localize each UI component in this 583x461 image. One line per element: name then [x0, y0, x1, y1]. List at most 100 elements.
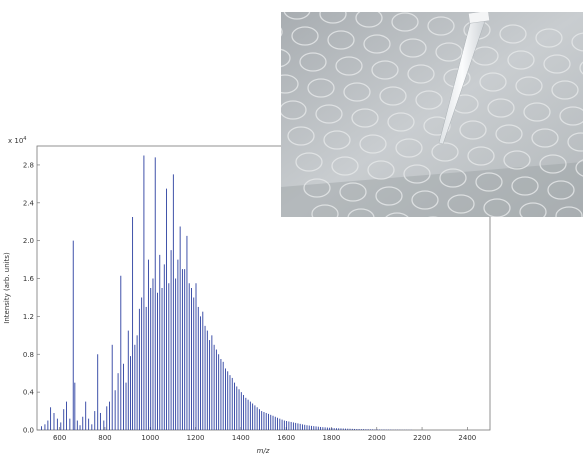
sample-spot-ring	[431, 142, 459, 162]
sample-spot-ring	[415, 90, 443, 110]
sample-spot-ring	[375, 186, 403, 206]
sample-spot-ring	[395, 138, 423, 158]
sample-spot-ring	[291, 26, 319, 46]
y-tick-label: 0.0	[23, 427, 34, 435]
sample-spot-ring	[483, 198, 511, 217]
x-tick-label: 1600	[277, 434, 295, 442]
sample-spot-ring	[363, 34, 391, 54]
x-axis-label: m/z	[257, 447, 270, 455]
sample-spot-ring	[427, 16, 455, 36]
sample-spot-ring	[367, 160, 395, 180]
sample-spot-ring	[371, 60, 399, 80]
sample-spot-ring	[347, 208, 375, 217]
sample-spot-ring	[503, 150, 531, 170]
sample-spot-ring	[339, 182, 367, 202]
sample-spot-ring	[315, 104, 343, 124]
sample-spot-ring	[379, 86, 407, 106]
sample-spot-ring	[287, 126, 315, 146]
y-tick-label: 2.0	[23, 237, 34, 245]
sample-spot-ring	[567, 132, 583, 152]
sample-spot-ring	[299, 52, 327, 72]
sample-spot-ring	[281, 27, 283, 37]
sample-spot-ring	[283, 12, 311, 20]
sample-spot-ring	[459, 120, 487, 140]
y-multiplier-exponent: 4	[23, 136, 26, 142]
sample-spot-ring	[479, 72, 507, 92]
sample-spot-ring	[575, 159, 583, 177]
sample-spot-ring	[519, 202, 547, 217]
sample-spot-ring	[571, 32, 583, 52]
sample-spot-ring	[307, 78, 335, 98]
sample-spot-ring	[281, 48, 291, 68]
sample-spot-ring	[535, 28, 563, 48]
y-axis-label: Intensity (arb. units)	[3, 252, 11, 324]
sample-spot-ring	[411, 190, 439, 210]
sample-spot-ring	[547, 180, 575, 200]
sample-spot-ring	[281, 100, 307, 120]
x-tick-label: 2400	[458, 434, 476, 442]
sample-spot-ring	[323, 130, 351, 150]
sample-spot-ring	[335, 56, 363, 76]
y-multiplier-base: x 10	[8, 137, 23, 145]
sample-spot-ring	[559, 106, 583, 126]
x-tick-label: 1000	[141, 434, 159, 442]
sample-spot-ring	[495, 124, 523, 144]
sample-spot-ring	[327, 30, 355, 50]
sample-spot-ring	[467, 146, 495, 166]
sample-spots	[281, 12, 583, 217]
sample-spot-ring	[507, 50, 535, 70]
spectrum-peaks	[41, 155, 412, 430]
sample-spot-ring	[447, 194, 475, 214]
sample-spot-ring	[407, 64, 435, 84]
sample-spot-ring	[487, 98, 515, 118]
x-tick-label: 1400	[232, 434, 250, 442]
sample-spot-ring	[579, 61, 583, 75]
y-tick-label: 0.4	[23, 389, 35, 397]
sample-spot-ring	[343, 82, 371, 102]
sample-spot-ring	[435, 42, 463, 62]
x-tick-label: 1800	[323, 434, 341, 442]
x-tick-label: 2000	[368, 434, 386, 442]
y-tick-label: 2.8	[23, 161, 34, 169]
sample-spot-ring	[543, 54, 571, 74]
sample-spot-ring	[499, 24, 527, 44]
sample-spot-ring	[399, 38, 427, 58]
sample-spot-ring	[439, 168, 467, 188]
sample-spot-ring	[391, 12, 419, 32]
x-axis-ticks: 600 800 1000 1200 1400 1600 1800 2000 2200 2400	[53, 427, 476, 442]
sample-spot-ring	[515, 76, 543, 96]
sample-spot-ring	[387, 112, 415, 132]
x-tick-label: 1200	[187, 434, 205, 442]
sample-spot-ring	[281, 74, 299, 94]
sample-spot-ring	[539, 154, 567, 174]
y-multiplier-label: x 104	[8, 136, 26, 145]
y-tick-label: 1.6	[23, 275, 35, 283]
sample-spot-ring	[319, 12, 347, 24]
y-tick-label: 2.4	[23, 199, 35, 207]
x-tick-label: 600	[53, 434, 66, 442]
sample-spot-ring	[475, 172, 503, 192]
sample-spot-ring	[303, 178, 331, 198]
y-axis-ticks: 0.0 0.4 0.8 1.2 1.6 2.0 2.4 2.8	[23, 161, 40, 435]
y-tick-label: 1.2	[23, 313, 34, 321]
pipette-collar	[468, 12, 490, 24]
y-tick-label: 0.8	[23, 351, 34, 359]
sample-spot-ring	[355, 12, 383, 28]
sample-spot-ring	[311, 204, 339, 217]
sample-spot-ring	[359, 134, 387, 154]
sample-spot-ring	[295, 152, 323, 172]
maldi-plate-photo	[281, 12, 583, 217]
sample-spot-ring	[511, 176, 539, 196]
sample-spot-ring	[523, 102, 551, 122]
sample-spot-ring	[423, 116, 451, 136]
sample-spot-ring	[385, 212, 409, 217]
sample-spot-ring	[331, 156, 359, 176]
x-tick-label: 2200	[413, 434, 431, 442]
sample-spot-ring	[555, 206, 583, 217]
sample-spot-ring	[403, 164, 431, 184]
sample-spot-ring	[351, 108, 379, 128]
sample-spot-ring	[531, 128, 559, 148]
sample-spot-ring	[551, 80, 579, 100]
maldi-plate-illustration	[281, 12, 583, 217]
x-tick-label: 800	[98, 434, 111, 442]
